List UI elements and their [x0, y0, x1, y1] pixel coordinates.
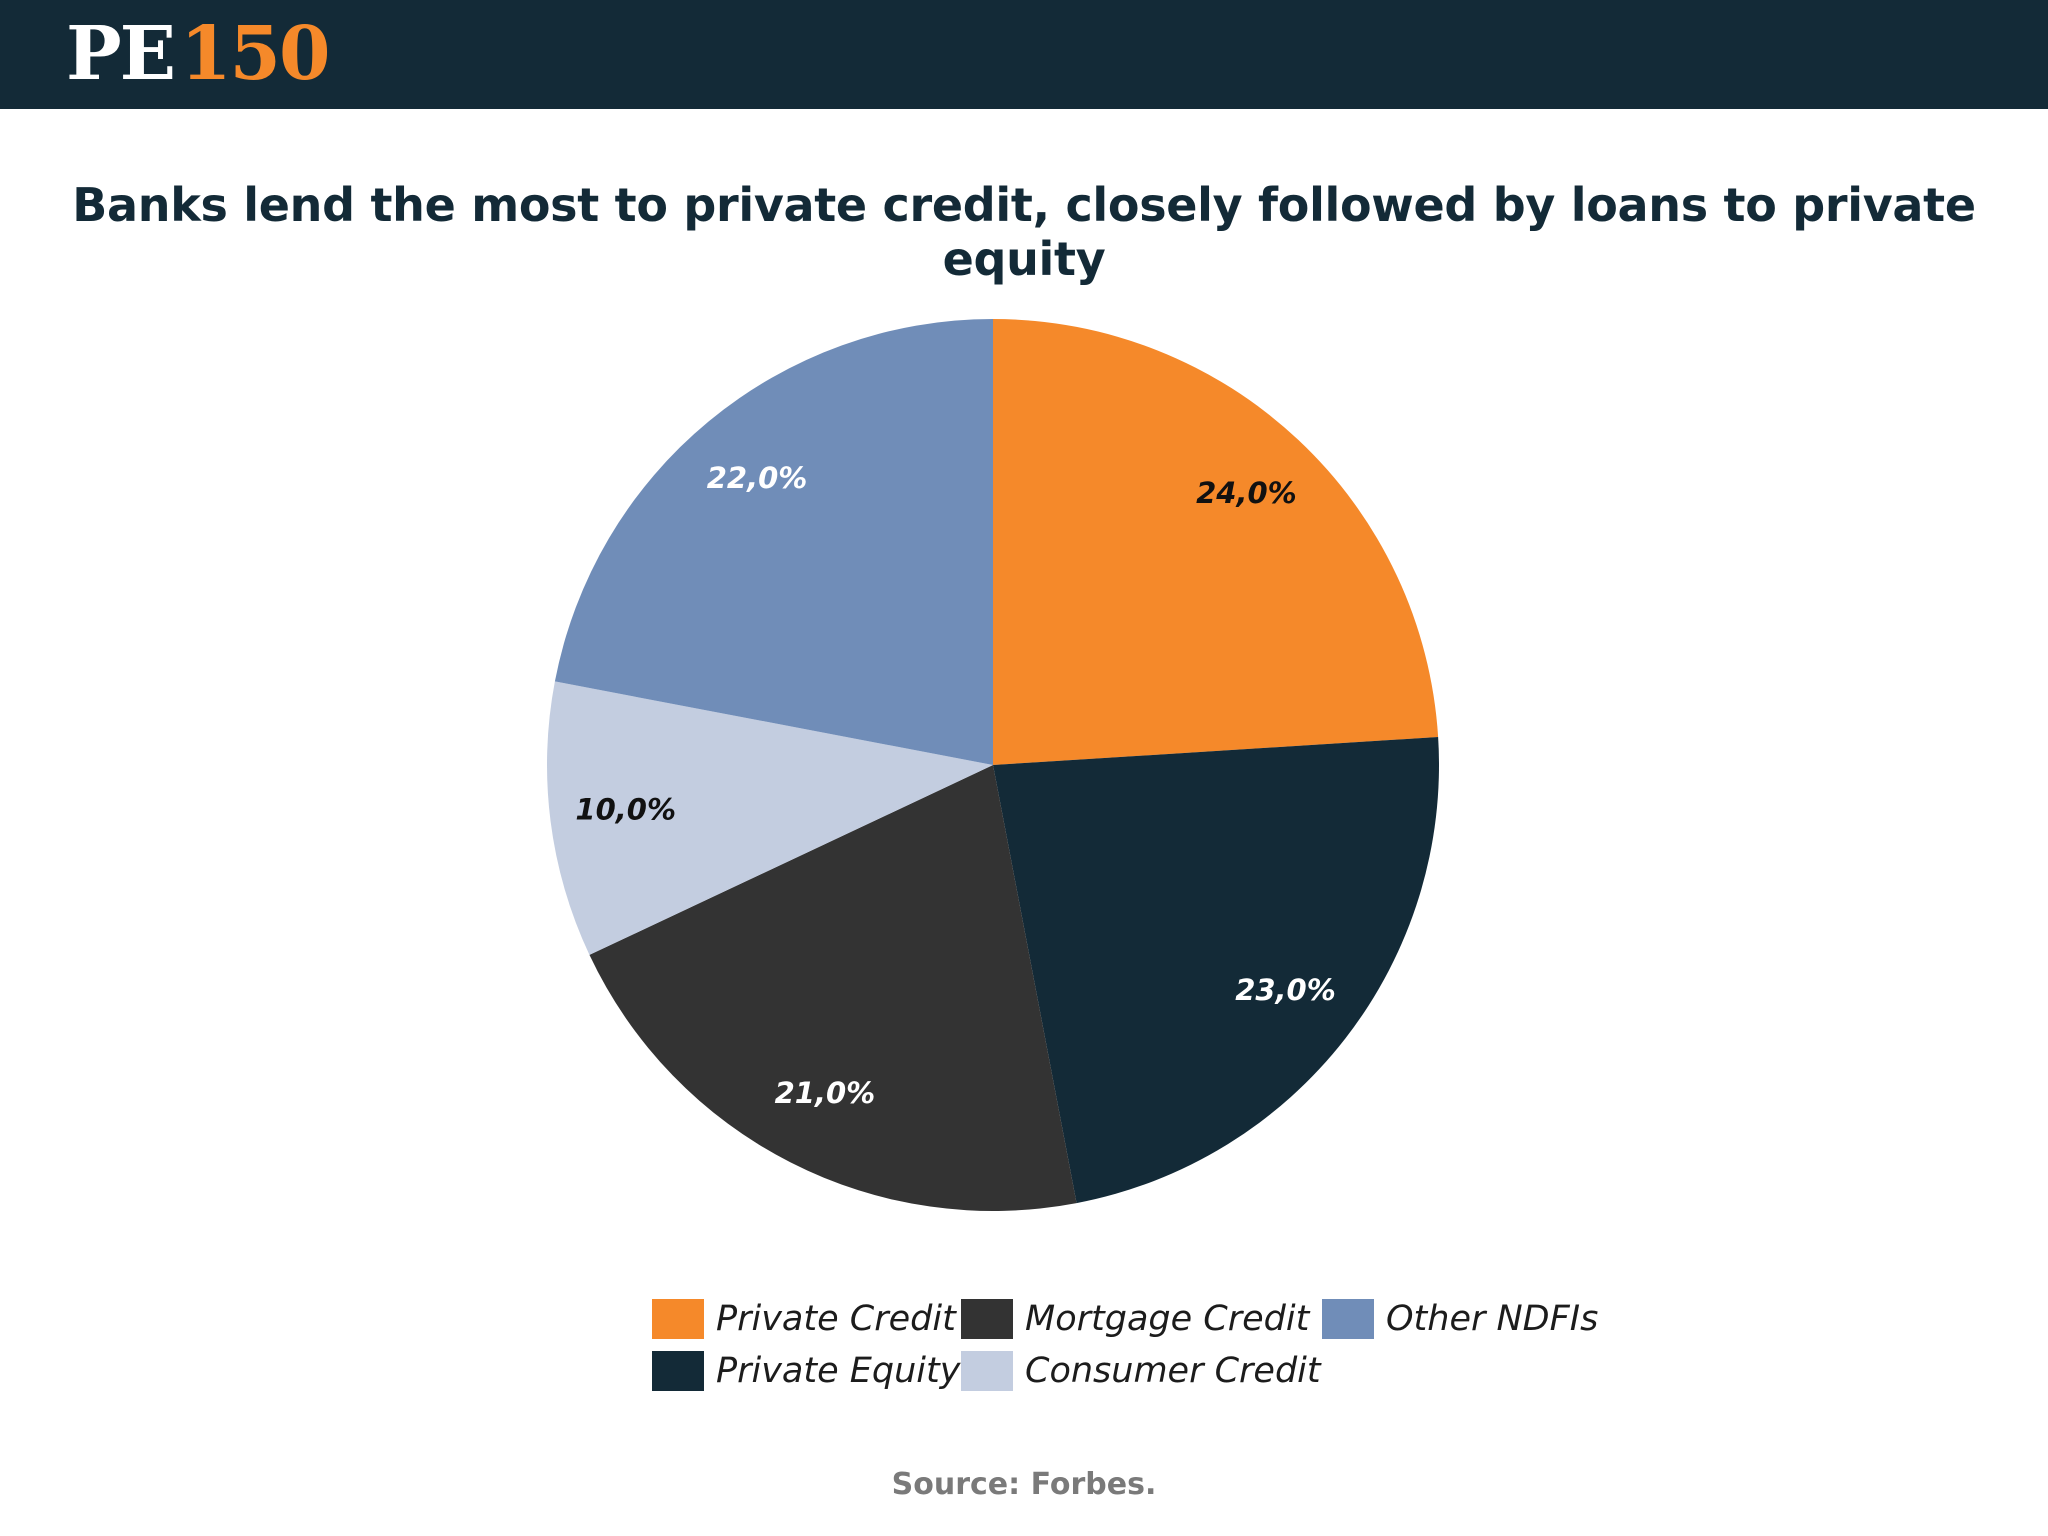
legend-swatch: [961, 1299, 1013, 1339]
legend-label: Mortgage Credit: [1025, 1299, 1310, 1339]
legend-swatch: [961, 1351, 1013, 1391]
legend-item-other-ndfis: Other NDFIs: [1322, 1293, 1598, 1345]
legend-item-private-equity: Private Equity: [652, 1345, 960, 1397]
logo-number: 150: [180, 11, 330, 97]
source-note: Source: Forbes.: [891, 1467, 1157, 1502]
pie-slice-private-equity: [993, 736, 1439, 1204]
pie-slice-other-ndfis: [554, 319, 993, 765]
legend-item-consumer-credit: Consumer Credit: [961, 1345, 1321, 1397]
legend-label: Consumer Credit: [1025, 1351, 1321, 1391]
pe150-logo: PE 150: [66, 11, 331, 97]
slice-label-mortgage-credit: 21,0%: [775, 1076, 876, 1110]
legend-swatch: [652, 1351, 704, 1391]
chart-title: Banks lend the most to private credit, c…: [72, 178, 1976, 286]
legend-label: Private Credit: [716, 1299, 956, 1339]
legend-swatch: [1322, 1299, 1374, 1339]
pie-slice-consumer-credit: [547, 681, 993, 955]
slice-label-private-credit: 24,0%: [1196, 476, 1297, 510]
pie-slice-private-credit: [993, 319, 1439, 765]
legend-label: Private Equity: [716, 1351, 961, 1391]
legend-item-mortgage-credit: Mortgage Credit: [961, 1293, 1309, 1345]
logo-letters: PE: [66, 11, 176, 97]
slice-label-other-ndfis: 22,0%: [707, 461, 808, 495]
legend-item-private-credit: Private Credit: [652, 1293, 956, 1345]
slice-label-consumer-credit: 10,0%: [575, 792, 676, 826]
legend-swatch: [652, 1299, 704, 1339]
header-bar: PE 150: [0, 0, 2048, 109]
legend-label: Other NDFIs: [1386, 1299, 1599, 1339]
pie-slice-mortgage-credit: [589, 765, 1077, 1211]
chart-legend: Private Credit Mortgage Credit Other NDF…: [652, 1293, 1652, 1423]
slice-label-private-equity: 23,0%: [1235, 973, 1336, 1007]
